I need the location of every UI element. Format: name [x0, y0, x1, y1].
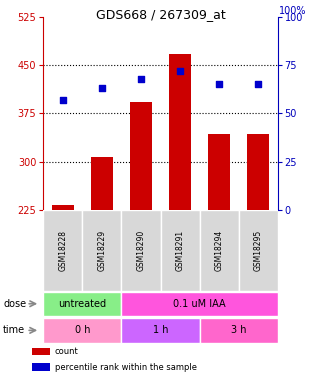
Bar — [91, 157, 113, 210]
Bar — [200, 318, 278, 342]
Bar — [121, 292, 278, 316]
Point — [99, 86, 104, 92]
Text: GDS668 / 267309_at: GDS668 / 267309_at — [96, 8, 225, 21]
Text: GSM18294: GSM18294 — [214, 230, 224, 271]
Bar — [239, 210, 278, 291]
Text: percentile rank within the sample: percentile rank within the sample — [55, 363, 196, 372]
Bar — [43, 292, 121, 316]
Bar — [121, 318, 200, 342]
Text: 3 h: 3 h — [231, 326, 246, 335]
Point — [138, 76, 143, 82]
Text: 0 h: 0 h — [75, 326, 90, 335]
Text: dose: dose — [3, 299, 26, 309]
Point — [60, 97, 65, 103]
Text: GSM18291: GSM18291 — [176, 230, 185, 271]
Bar — [247, 134, 269, 210]
Bar — [169, 54, 191, 210]
Text: count: count — [55, 347, 78, 356]
Text: GSM18295: GSM18295 — [254, 230, 263, 271]
Point — [256, 81, 261, 87]
Bar — [208, 134, 230, 210]
Bar — [121, 210, 160, 291]
Text: GSM18229: GSM18229 — [97, 230, 107, 271]
Text: 0.1 uM IAA: 0.1 uM IAA — [173, 299, 226, 309]
Bar — [32, 348, 50, 355]
Text: 1 h: 1 h — [153, 326, 168, 335]
Bar — [200, 210, 239, 291]
Bar — [130, 102, 152, 210]
Text: GSM18290: GSM18290 — [136, 230, 145, 271]
Bar — [43, 318, 121, 342]
Bar — [52, 206, 74, 210]
Bar — [82, 210, 121, 291]
Text: time: time — [3, 326, 25, 335]
Bar — [43, 210, 82, 291]
Bar — [32, 363, 50, 371]
Text: GSM18228: GSM18228 — [58, 230, 67, 271]
Text: untreated: untreated — [58, 299, 107, 309]
Bar — [160, 210, 200, 291]
Point — [216, 81, 221, 87]
Text: 100%: 100% — [279, 6, 307, 16]
Point — [178, 68, 183, 74]
